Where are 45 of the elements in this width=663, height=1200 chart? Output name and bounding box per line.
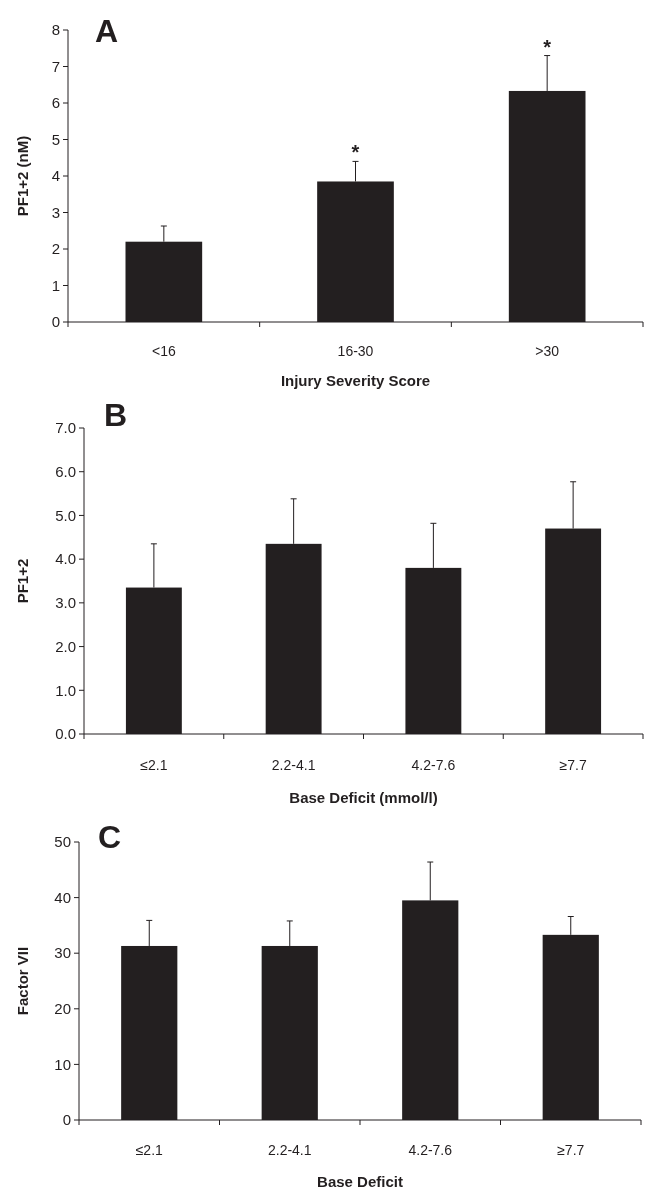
y-tick-label: 3 (51, 203, 60, 221)
x-tick-label: ≥7.7 (557, 1142, 585, 1158)
y-tick-label: 0 (62, 1111, 71, 1129)
x-tick-label: ≤2.1 (135, 1142, 164, 1158)
y-tick-label: 2 (51, 240, 60, 258)
chart-title: B (104, 397, 128, 433)
y-tick-label: 6.0 (55, 462, 76, 480)
annotation: * (543, 35, 552, 58)
y-tick-label: 30 (54, 944, 71, 962)
y-tick-label: 5 (51, 130, 60, 148)
y-tick-label: 0 (51, 313, 60, 331)
y-tick-label: 10 (54, 1055, 71, 1073)
chart-title: A (95, 13, 119, 49)
y-tick-label: 7.0 (55, 419, 76, 437)
y-tick-label: 0.0 (55, 725, 76, 743)
y-tick-label: 8 (51, 21, 60, 39)
x-tick-label: <16 (151, 343, 176, 359)
x-tick-label: 4.2-7.6 (408, 1142, 453, 1158)
y-tick-label: 4.0 (55, 550, 76, 568)
x-tick-label: 2.2-4.1 (267, 1142, 312, 1158)
x-tick-label: ≥7.7 (559, 757, 587, 773)
y-tick-label: 2.0 (55, 637, 76, 655)
y-axis-title: Factor VII (14, 946, 31, 1016)
y-axis-title: PF1+2 (14, 558, 31, 604)
x-axis-title: Base Deficit (317, 1173, 403, 1190)
y-tick-label: 4 (51, 167, 60, 185)
y-axis-title: PF1+2 (nM) (14, 135, 31, 217)
y-tick-label: 1 (51, 276, 60, 294)
x-axis-title: Injury Severity Score (280, 372, 431, 389)
x-tick-label: 16-30 (337, 343, 374, 359)
y-tick-label: 40 (54, 888, 71, 906)
x-tick-label: >30 (535, 343, 560, 359)
x-tick-label: ≤2.1 (140, 757, 168, 773)
annotation: * (351, 141, 360, 164)
y-tick-label: 3.0 (55, 594, 76, 612)
y-tick-label: 5.0 (55, 506, 76, 524)
x-axis-title: Base Deficit (mmol/l) (289, 789, 438, 806)
y-tick-label: 50 (54, 833, 71, 851)
y-tick-label: 6 (51, 94, 60, 112)
x-tick-label: 4.2-7.6 (411, 757, 456, 773)
chart-title: C (98, 819, 122, 855)
y-tick-label: 7 (51, 57, 60, 75)
x-tick-label: 2.2-4.1 (271, 757, 316, 773)
y-tick-label: 1.0 (55, 681, 76, 699)
y-tick-label: 20 (54, 1000, 71, 1018)
